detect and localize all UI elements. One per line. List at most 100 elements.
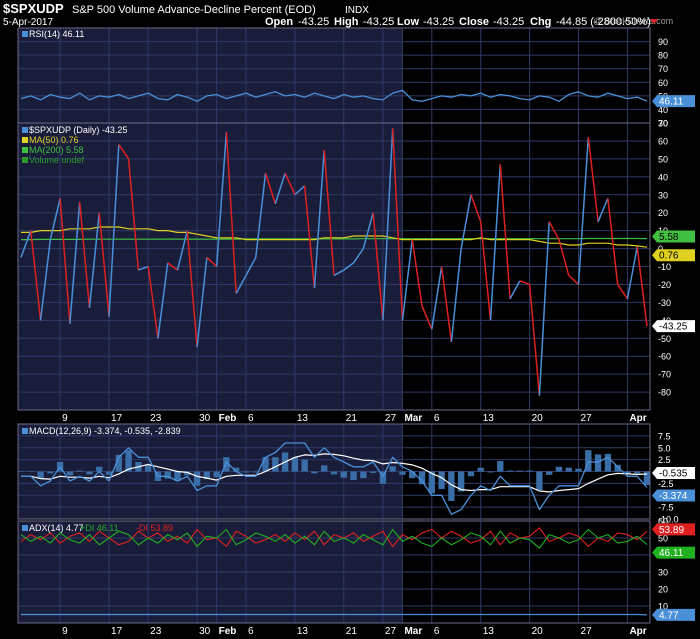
price-segment <box>313 149 325 289</box>
price-legend-swatch-0 <box>22 127 28 133</box>
price-segment <box>138 265 149 271</box>
price-legend-swatch-3 <box>22 157 28 163</box>
macd-histogram-bar <box>193 471 201 486</box>
date-axis-bottom-label: 21 <box>346 626 358 637</box>
price-ytick-label: -60 <box>658 352 671 362</box>
macd-histogram-bar <box>467 471 475 477</box>
price-segment <box>167 262 178 271</box>
price-segment <box>333 269 345 277</box>
low-value: -43.25 <box>423 16 454 28</box>
macd-histogram-bar <box>555 466 563 472</box>
price-segment <box>127 158 140 271</box>
adx-legend-label: ADX(14) 4.77 <box>29 523 84 533</box>
date-axis-top-label: 27 <box>581 413 593 424</box>
date-axis-top-label: 20 <box>532 413 544 424</box>
date-axis-top-label: Mar <box>404 413 422 424</box>
close-label: Close <box>459 16 489 28</box>
macd-histogram-bar <box>594 454 602 472</box>
macd-ytick-label: 5.0 <box>658 443 671 453</box>
date-axis-bottom-label: 9 <box>62 626 68 637</box>
price-segment <box>587 137 599 222</box>
rsi-legend-swatch <box>22 31 28 37</box>
price-segment <box>470 194 482 222</box>
ma200-last-value-tag-label: 5.58 <box>659 232 679 243</box>
price-segment <box>372 212 384 321</box>
rsi-ytick-label: 70 <box>658 64 668 74</box>
price-segment <box>215 131 228 267</box>
date-axis-top-label: Apr <box>629 413 646 424</box>
macd-histogram-bar <box>477 467 484 472</box>
date-axis-top-label: 23 <box>150 413 162 424</box>
macd-histogram-bar <box>409 471 416 479</box>
macd-histogram-bar <box>438 471 445 490</box>
date-axis-bottom-label: 30 <box>199 626 211 637</box>
macd-histogram-bar <box>115 454 122 472</box>
price-segment <box>460 194 472 249</box>
minus-di-last-value-tag <box>652 523 695 536</box>
price-ytick-label: 30 <box>658 190 668 200</box>
price-segment <box>411 239 423 307</box>
price-segment <box>255 173 267 258</box>
price-segment <box>206 256 218 268</box>
macd-histogram-bar <box>242 471 250 473</box>
adx-ytick-label: 50 <box>658 534 668 544</box>
price-segment <box>607 198 619 285</box>
macd-histogram-bar <box>174 471 181 481</box>
macd-histogram-bar <box>164 471 171 479</box>
open-value: -43.25 <box>298 16 329 28</box>
price-legend-label-3: Volume undef <box>29 155 85 165</box>
macd-histogram-bar <box>585 450 592 472</box>
date-axis-top-label: Feb <box>219 413 237 424</box>
plus-di-legend-label: +DI 46.11 <box>80 523 119 533</box>
macd-line <box>21 442 648 515</box>
macd-histogram-bar <box>37 471 44 479</box>
macd-histogram-bar <box>184 471 191 476</box>
price-last-value-tag-label: -43.25 <box>659 322 688 333</box>
price-segment <box>78 201 91 308</box>
date-axis-bottom: 9 17 23 30 Feb 6 13 21 27 Mar 6 13 20 27 Apr <box>62 626 647 637</box>
price-segment <box>626 246 638 299</box>
price-segment <box>39 239 52 321</box>
date-axis-bottom-label: 13 <box>297 626 309 637</box>
macd-histogram-bar <box>144 464 152 472</box>
macd-histogram-bar <box>330 471 338 475</box>
high-value: -43.25 <box>363 16 394 28</box>
rsi-legend-label: RSI(14) 46.11 <box>29 29 84 39</box>
macd-histogram-bar <box>66 471 74 476</box>
minus-di-line <box>20 527 648 548</box>
price-segment <box>59 198 71 324</box>
price-ytick-label: -70 <box>658 370 671 380</box>
price-ytick-label: -80 <box>658 388 671 398</box>
price-segment <box>235 275 247 294</box>
price-ytick-label: 0 <box>658 244 663 254</box>
adx-last-value-tag <box>652 608 695 621</box>
close-value: -43.25 <box>493 16 524 28</box>
macd-histogram-bar <box>272 457 279 472</box>
minus-di-last-value-tag-label: 53.89 <box>659 525 684 536</box>
macd-histogram-bar <box>428 471 435 494</box>
price-ytick-label: 20 <box>658 208 668 218</box>
adx-ytick-label: 60 <box>658 517 668 527</box>
macd-histogram-bar <box>27 471 34 472</box>
price-segment <box>118 144 130 160</box>
adx-legend-swatch <box>22 525 28 531</box>
price-segment <box>352 248 364 264</box>
macd-ytick-label: 7.5 <box>658 431 671 441</box>
date-axis-top-label: 6 <box>434 413 440 424</box>
adx-ytick-label: 10 <box>658 602 668 612</box>
macd-histogram-bar <box>17 471 25 472</box>
macd-histogram-bar <box>536 471 543 491</box>
price-legend-swatch-1 <box>22 137 28 143</box>
price-ytick-label: -30 <box>658 298 671 308</box>
price-segment <box>147 266 159 339</box>
price-segment <box>303 185 316 289</box>
macd-histogram-bar <box>487 471 494 473</box>
date-axis-top-label: 21 <box>346 413 358 424</box>
date-axis-top-label: 13 <box>297 413 309 424</box>
date-axis-bottom-label: Apr <box>629 626 646 637</box>
price-segment <box>382 128 394 321</box>
ma50-last-value-tag-label: 0.76 <box>659 251 679 262</box>
price-segment <box>421 305 433 330</box>
price-segment <box>225 131 237 294</box>
